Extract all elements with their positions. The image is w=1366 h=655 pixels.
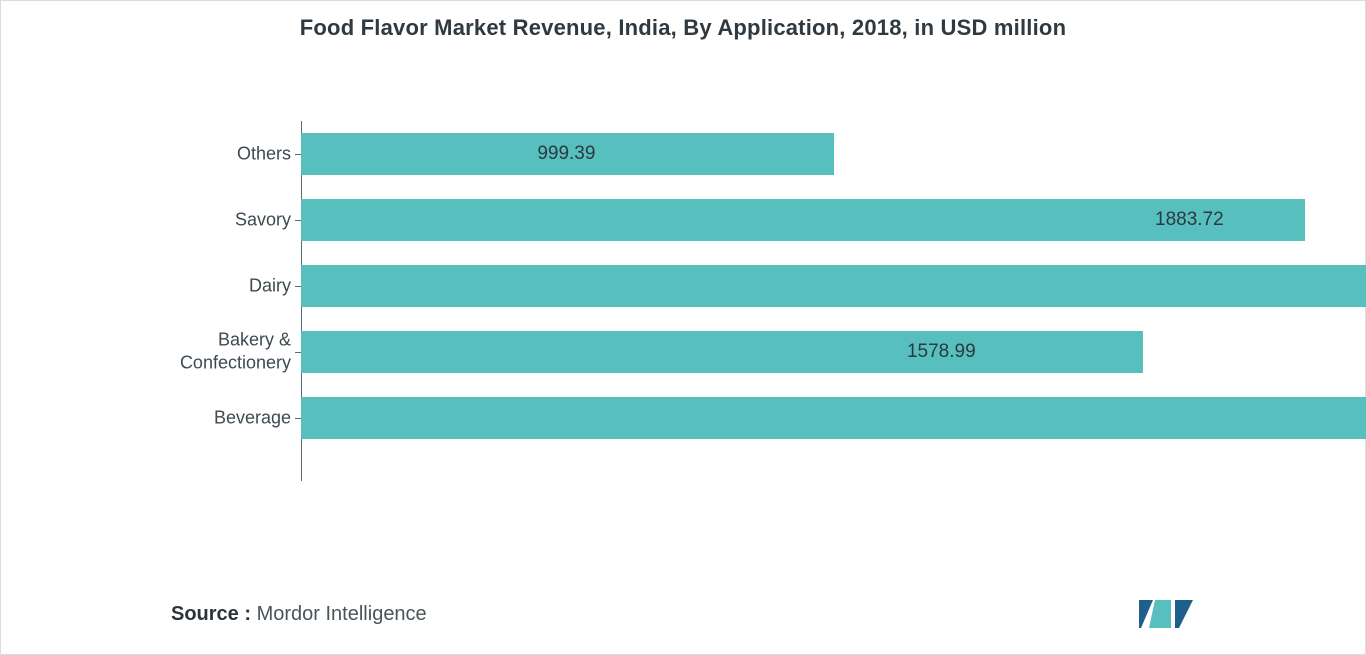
bar [301, 199, 1305, 241]
bar-row: Others999.39 [301, 121, 1366, 187]
bar [301, 265, 1366, 307]
category-label: Dairy [249, 274, 301, 297]
chart-container: Food Flavor Market Revenue, India, By Ap… [0, 0, 1366, 655]
category-label: Beverage [214, 406, 301, 429]
bar-row: Bakery & Confectionery1578.99 [301, 319, 1366, 385]
bar [301, 331, 1143, 373]
bar [301, 133, 834, 175]
category-label: Savory [235, 208, 301, 231]
bar-row: Beverage [301, 385, 1366, 451]
mordor-logo-icon [1137, 596, 1195, 632]
bar-row: Dairy [301, 253, 1366, 319]
category-label: Others [237, 142, 301, 165]
category-label: Bakery & Confectionery [141, 329, 301, 376]
plot-area: Others999.39Savory1883.72DairyBakery & C… [301, 121, 1366, 481]
bar [301, 397, 1366, 439]
source-prefix: Source : [171, 603, 251, 625]
bar-row: Savory1883.72 [301, 187, 1366, 253]
source-attribution: Source : Mordor Intelligence [171, 603, 427, 626]
chart-title: Food Flavor Market Revenue, India, By Ap… [1, 15, 1365, 41]
source-text: Mordor Intelligence [257, 603, 427, 625]
